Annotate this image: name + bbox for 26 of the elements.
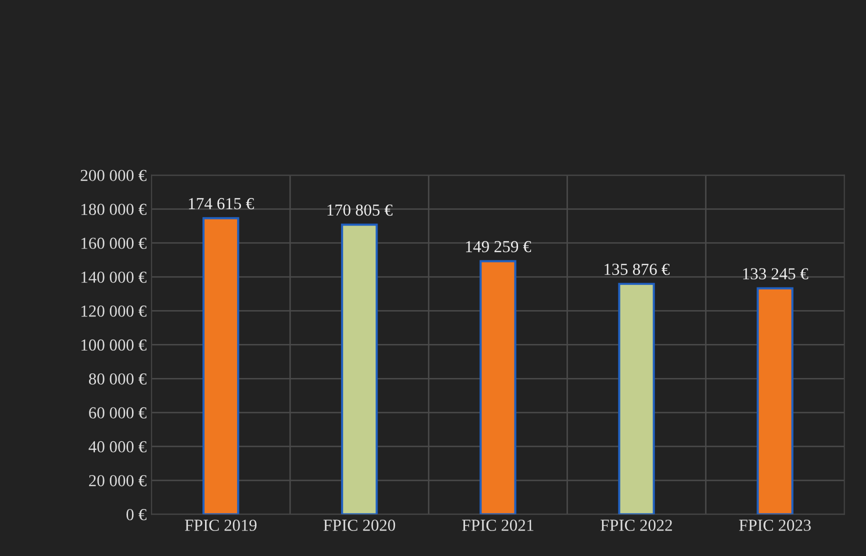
y-tick-label: 140 000 € xyxy=(81,272,146,283)
bar xyxy=(202,217,240,514)
y-tick-label: 60 000 € xyxy=(89,407,146,418)
bar xyxy=(341,224,378,514)
bar xyxy=(480,260,516,514)
x-tick-label: FPIC 2023 xyxy=(739,520,811,531)
y-tick-label: 40 000 € xyxy=(88,441,146,452)
y-tick-label: 120 000 € xyxy=(81,306,146,317)
x-tick-label: FPIC 2020 xyxy=(324,520,396,531)
y-tick-label: 200 000 € xyxy=(80,170,146,182)
bar xyxy=(756,287,794,514)
data-label: 135 876 € xyxy=(604,264,670,275)
y-tick-label: 80 000 € xyxy=(88,373,146,385)
data-label: 133 245 € xyxy=(743,268,808,280)
data-label: 174 615 € xyxy=(188,198,254,210)
y-tick-label: 0 € xyxy=(126,509,146,520)
data-label: 170 805 € xyxy=(328,204,392,216)
data-label: 149 259 € xyxy=(466,241,532,252)
x-tick-label: FPIC 2022 xyxy=(600,520,672,531)
y-tick-label: 100 000 € xyxy=(81,339,146,351)
y-tick-label: 180 000 € xyxy=(81,204,146,216)
y-tick-label: 160 000 € xyxy=(81,238,146,249)
x-tick-label: FPIC 2021 xyxy=(462,520,534,531)
bar xyxy=(618,282,655,514)
y-tick-label: 20 000 € xyxy=(89,475,146,486)
x-tick-label: FPIC 2019 xyxy=(184,520,256,531)
